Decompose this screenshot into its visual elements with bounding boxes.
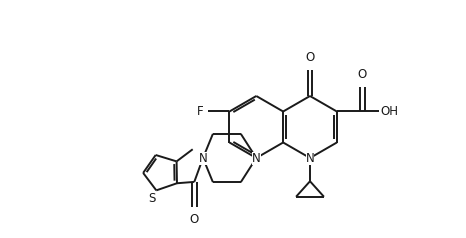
Text: N: N (252, 152, 260, 164)
Text: O: O (190, 213, 199, 226)
Text: N: N (306, 152, 315, 164)
Text: O: O (305, 51, 315, 64)
Text: OH: OH (380, 105, 398, 118)
Text: F: F (197, 105, 204, 118)
Text: N: N (199, 152, 207, 164)
Text: O: O (357, 68, 367, 81)
Text: S: S (149, 192, 156, 205)
